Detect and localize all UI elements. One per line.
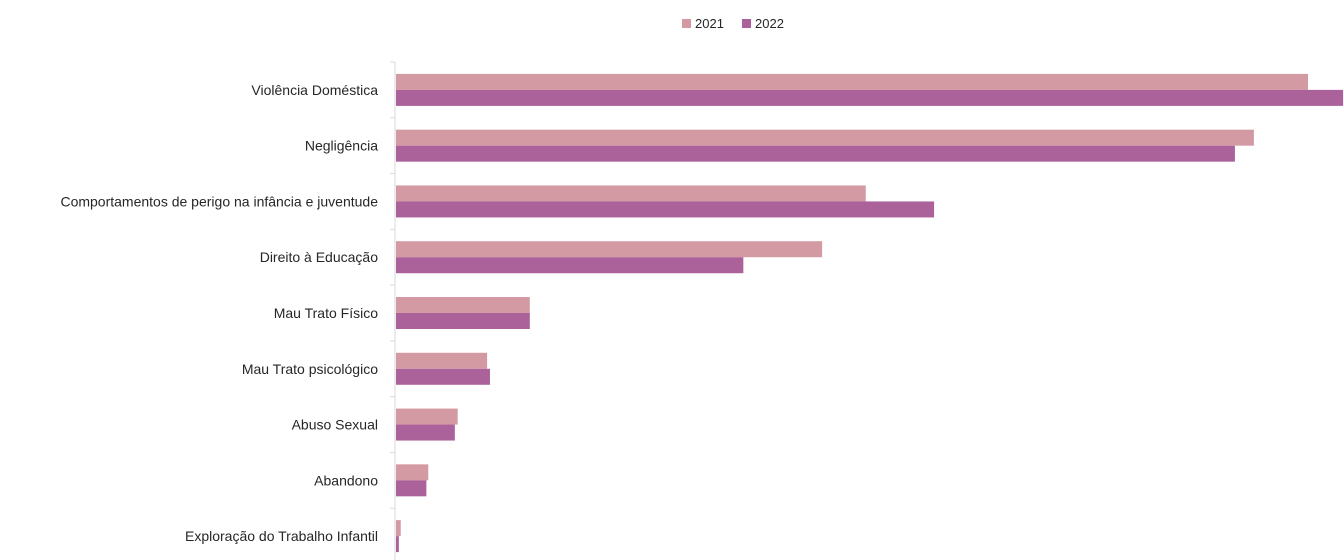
bar-2021 <box>396 297 530 313</box>
bar-2022 <box>396 257 744 274</box>
legend-swatch-2022 <box>742 19 751 28</box>
bar-2022 <box>396 145 1235 162</box>
category-label: Abandono <box>314 472 378 488</box>
bar-2021 <box>396 520 401 537</box>
category-label: Violência Doméstica <box>251 82 378 98</box>
bar-2021 <box>396 352 488 369</box>
category-label: Direito à Educação <box>260 249 379 265</box>
legend-label-2021: 2021 <box>695 16 724 31</box>
bar-2021 <box>396 241 823 258</box>
legend-label-2022: 2022 <box>755 16 784 31</box>
bar-2021 <box>396 129 1254 146</box>
bar-2021 <box>396 185 866 202</box>
category-label: Negligência <box>305 138 378 154</box>
bar-2021 <box>396 73 1308 90</box>
bar-2022 <box>396 201 935 218</box>
legend-swatch-2021 <box>682 19 691 28</box>
category-labels: Violência Doméstica Negligência Comportame… <box>60 82 378 544</box>
category-label: Comportamentos de perigo na infância e j… <box>60 193 378 209</box>
bar-2022 <box>396 424 455 441</box>
category-label: Mau Trato Físico <box>274 305 378 321</box>
bars <box>396 73 1344 553</box>
category-label: Abuso Sexual <box>292 417 378 433</box>
category-axis <box>390 61 396 560</box>
bar-2022 <box>396 89 1344 106</box>
category-label: Exploração do Trabalho Infantil <box>185 528 378 544</box>
bar-2022 <box>396 536 399 553</box>
bar-2022 <box>396 368 490 385</box>
bar-2021 <box>396 408 458 425</box>
bar-2021 <box>396 464 429 481</box>
bar-2022 <box>396 313 530 329</box>
bar-2022 <box>396 480 427 497</box>
category-label: Mau Trato psicológico <box>242 361 378 377</box>
legend: 2021 2022 <box>682 16 784 31</box>
